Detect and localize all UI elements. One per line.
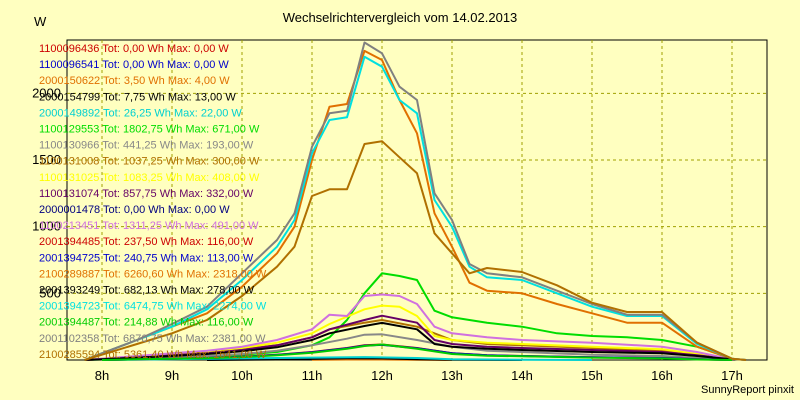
x-tick-label: 12h — [371, 368, 393, 383]
x-tick-label: 10h — [231, 368, 253, 383]
x-tick-label: 16h — [651, 368, 673, 383]
legend: 1100096436 Tot: 0,00 Wh Max: 0,00 W 11000… — [39, 43, 267, 361]
grid-lines — [67, 40, 767, 360]
legend-entry: 2000149892 Tot: 26,25 Wh Max: 22,00 W — [39, 107, 242, 119]
legend-entry: 2001394485 Tot: 237,50 Wh Max: 116,00 W — [39, 236, 254, 248]
legend-entry: 1100096436 Tot: 0,00 Wh Max: 0,00 W — [39, 43, 229, 55]
x-tick-label: 14h — [511, 368, 533, 383]
x-tick-label: 13h — [441, 368, 463, 383]
y-tick-label: 500 — [39, 285, 61, 300]
legend-entry: 2001394723 Tot: 6474,75 Wh Max: 2274,00 … — [39, 301, 267, 313]
series-line — [84, 55, 747, 361]
footer-credit: SunnyReport pinxit — [701, 384, 794, 396]
legend-entry: 2100289887 Tot: 6260,60 Wh Max: 2318,00 … — [39, 268, 267, 280]
series-line — [101, 343, 733, 361]
y-tick-label: 1500 — [32, 152, 61, 167]
legend-entry: 1100131074 Tot: 857,75 Wh Max: 332,00 W — [39, 188, 254, 200]
series-lines — [84, 41, 747, 361]
legend-entry: 1100131008 Tot: 1037,25 Wh Max: 300,00 W — [39, 156, 260, 168]
series-line — [84, 304, 733, 361]
y-tick-label: 2000 — [32, 85, 61, 100]
legend-entry: 2001394725 Tot: 240,75 Wh Max: 113,00 W — [39, 252, 254, 264]
x-tick-label: 8h — [95, 368, 109, 383]
series-line — [84, 321, 733, 361]
legend-entry: 2000001478 Tot: 0,00 Wh Max: 0,00 W — [39, 204, 230, 216]
x-tick-label: 11h — [302, 368, 323, 383]
series-line — [84, 333, 733, 361]
legend-entry: 2100285594 Tot: 5361,40 Wh Max: 1641,00 … — [39, 349, 267, 361]
legend-entry: 1100096541 Tot: 0,00 Wh Max: 0,00 W — [39, 59, 229, 71]
y-axis-unit: W — [34, 14, 47, 29]
series-line — [84, 140, 747, 361]
chart-title: Wechselrichtervergleich vom 14.02.2013 — [282, 10, 518, 25]
y-tick-label: 1000 — [32, 219, 61, 234]
legend-entry: 1100213451 Tot: 1311,25 Wh Max: 491,00 W — [39, 220, 259, 232]
axis-tick-labels: 8h 9h 10h 11h 12h 13h 14h 15h 16h 17h 500 1000 1500 2… — [32, 85, 743, 383]
legend-entry: 1100130966 Tot: 441,25 Wh Max: 193,00 W — [39, 140, 254, 152]
series-line — [84, 41, 747, 361]
series-line — [84, 293, 733, 361]
legend-entry: 2001102358 Tot: 6870,75 Wh Max: 2381,00 … — [39, 333, 266, 345]
x-tick-label: 9h — [165, 368, 179, 383]
x-tick-label: 15h — [581, 368, 603, 383]
legend-entry: 2001393249 Tot: 682,13 Wh Max: 278,00 W — [39, 285, 255, 297]
x-tick-label: 17h — [721, 368, 743, 383]
legend-entry: 2000154799 Tot: 7,75 Wh Max: 13,00 W — [39, 91, 236, 103]
legend-entry: 1100131025 Tot: 1083,25 Wh Max: 408,00 W — [39, 172, 260, 184]
legend-entry: 2000150622 Tot: 3,50 Wh Max: 4,00 W — [39, 75, 230, 87]
legend-entry: 1100129553 Tot: 1802,75 Wh Max: 671,00 W — [39, 124, 260, 136]
legend-entry: 2001394487 Tot: 214,88 Wh Max: 116,00 W — [39, 317, 254, 329]
